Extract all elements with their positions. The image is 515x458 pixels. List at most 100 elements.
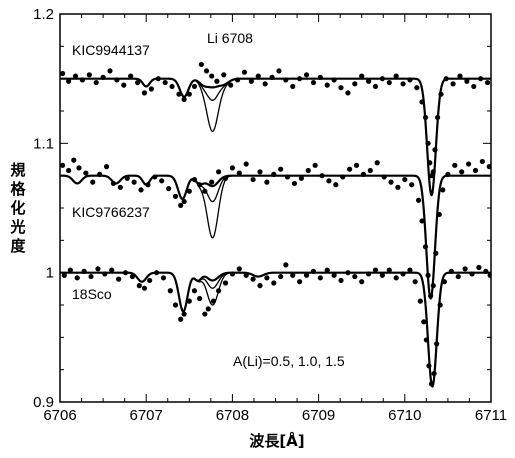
- data-point-KIC9944137: [141, 90, 148, 96]
- data-point-KIC9766237: [312, 162, 318, 168]
- data-point-KIC9766237: [452, 162, 458, 168]
- data-point-KIC9944137: [379, 76, 385, 82]
- data-point-KIC9766237: [236, 170, 242, 176]
- data-point-KIC9944137: [221, 72, 227, 78]
- data-point-KIC9766237: [209, 179, 215, 185]
- observed-spectra: [60, 61, 491, 387]
- model-line-18Sco: [60, 272, 491, 388]
- data-point-18Sco: [229, 271, 235, 277]
- data-point-KIC9944137: [186, 91, 192, 97]
- data-point-18Sco: [338, 277, 344, 284]
- tick-labels: 6706 6707 6708 6709 6710 6711 0.9 1 1.1 1.2: [33, 6, 507, 424]
- data-point-KIC9944137: [176, 91, 182, 97]
- x-tick-label: 6711: [475, 407, 507, 424]
- data-point-KIC9766237: [138, 187, 144, 193]
- data-point-18Sco: [400, 271, 406, 277]
- data-point-18Sco: [205, 306, 211, 312]
- data-point-KIC9944137: [366, 78, 372, 84]
- data-point-KIC9766237: [110, 180, 117, 187]
- data-point-KIC9944137: [443, 76, 449, 82]
- data-point-KIC9766237: [229, 165, 235, 171]
- data-point-KIC9944137: [276, 68, 282, 74]
- data-point-KIC9766237: [419, 218, 425, 224]
- data-point-18Sco: [434, 341, 440, 347]
- data-point-KIC9944137: [338, 85, 344, 91]
- data-point-18Sco: [372, 267, 379, 273]
- data-point-KIC9766237: [486, 164, 491, 170]
- data-point-KIC9944137: [432, 147, 438, 153]
- data-point-18Sco: [476, 264, 482, 271]
- data-point-KIC9766237: [479, 158, 485, 165]
- data-point-KIC9766237: [388, 179, 394, 185]
- data-point-KIC9944137: [228, 82, 234, 88]
- data-point-KIC9944137: [425, 140, 431, 146]
- data-point-KIC9766237: [216, 169, 222, 175]
- x-tick-label: 6709: [302, 407, 335, 424]
- data-point-18Sco: [102, 271, 108, 277]
- data-point-18Sco: [264, 275, 270, 281]
- data-point-KIC9944137: [428, 173, 435, 179]
- data-point-18Sco: [278, 273, 284, 280]
- data-point-18Sco: [469, 271, 475, 277]
- data-point-KIC9944137: [450, 81, 456, 87]
- data-point-KIC9766237: [326, 178, 332, 184]
- data-point-KIC9766237: [459, 169, 465, 175]
- data-point-18Sco: [186, 298, 192, 304]
- data-point-KIC9766237: [97, 171, 103, 177]
- data-point-18Sco: [441, 279, 448, 285]
- data-point-KIC9766237: [60, 162, 66, 168]
- data-point-KIC9944137: [262, 81, 268, 87]
- data-point-18Sco: [331, 272, 337, 278]
- y-tick-label: 1.1: [33, 135, 54, 152]
- data-point-18Sco: [412, 279, 418, 285]
- data-point-18Sco: [359, 279, 365, 285]
- data-point-18Sco: [431, 370, 437, 377]
- li-line-label: Li 6708: [207, 30, 253, 46]
- data-point-KIC9766237: [76, 165, 82, 171]
- data-point-KIC9944137: [248, 78, 254, 84]
- data-point-18Sco: [109, 267, 115, 273]
- star-label-18sco: 18Sco: [72, 286, 112, 302]
- x-tick-label: 6706: [43, 407, 76, 424]
- data-point-18Sco: [129, 273, 136, 280]
- data-point-KIC9944137: [214, 78, 220, 84]
- data-point-KIC9944137: [114, 77, 120, 83]
- data-point-KIC9766237: [278, 166, 284, 172]
- data-point-KIC9944137: [60, 70, 66, 77]
- data-point-KIC9944137: [422, 114, 429, 121]
- data-point-KIC9766237: [440, 187, 446, 193]
- data-point-18Sco: [257, 283, 263, 289]
- data-point-KIC9944137: [86, 72, 92, 78]
- data-point-KIC9944137: [255, 73, 261, 79]
- data-point-KIC9766237: [191, 176, 198, 183]
- data-point-KIC9766237: [333, 182, 339, 188]
- data-point-18Sco: [88, 273, 94, 280]
- data-point-18Sco: [297, 279, 303, 285]
- data-point-18Sco: [366, 271, 372, 277]
- data-point-KIC9944137: [241, 69, 248, 75]
- data-point-KIC9944137: [169, 83, 175, 90]
- data-point-18Sco: [428, 381, 435, 387]
- data-point-KIC9944137: [324, 82, 330, 88]
- data-point-KIC9944137: [427, 160, 433, 166]
- data-point-KIC9944137: [372, 83, 379, 90]
- data-point-KIC9944137: [407, 77, 413, 83]
- x-tick-label: 6708: [216, 407, 249, 424]
- data-point-18Sco: [216, 288, 222, 294]
- data-point-KIC9766237: [298, 175, 304, 181]
- data-point-KIC9766237: [90, 179, 96, 185]
- data-point-KIC9944137: [430, 169, 436, 175]
- data-point-18Sco: [197, 295, 203, 302]
- y-tick-label: 1: [46, 265, 54, 282]
- data-point-KIC9944137: [162, 79, 168, 86]
- data-point-KIC9944137: [386, 79, 392, 86]
- data-point-KIC9944137: [283, 77, 289, 83]
- data-point-18Sco: [271, 280, 277, 286]
- star-label-kic9944137: KIC9944137: [72, 42, 150, 58]
- data-point-KIC9944137: [148, 86, 154, 92]
- data-point-KIC9766237: [257, 169, 263, 175]
- data-point-KIC9766237: [472, 167, 479, 174]
- data-point-KIC9944137: [352, 81, 358, 87]
- model-line-KIC9766237: [60, 174, 491, 300]
